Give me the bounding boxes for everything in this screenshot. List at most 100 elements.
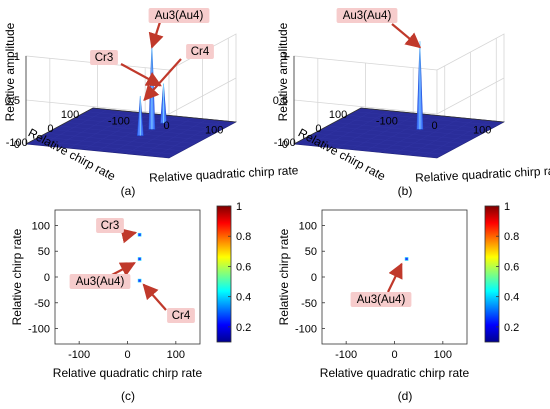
panel-0-ytick: 0	[47, 123, 53, 135]
panel-3-annotation-0-bg	[350, 292, 412, 307]
panel-1-ztick: 1	[282, 51, 288, 63]
panel-0-annotation-2-bg	[186, 44, 214, 59]
panel-0-ytick: -100	[6, 137, 28, 149]
panel-3-colorbar-tick: 0.6	[504, 261, 519, 273]
panel-2-point-0	[137, 232, 142, 237]
panel-2-annotation-1-bg	[69, 274, 131, 289]
panel-0-xtick: 0	[163, 120, 169, 132]
panel-1-caption: (b)	[398, 184, 413, 198]
panel-1-mesh	[314, 132, 458, 148]
panel-0-ztick: 1	[14, 51, 20, 63]
panel-3-ytick: -100	[295, 324, 317, 336]
panel-1-xtick: 0	[431, 120, 437, 132]
panel-1-z-axis-label: Relative amplitude	[276, 22, 290, 121]
panel-2-colorbar-tick: 0.8	[236, 231, 251, 243]
panel-0-mesh	[125, 117, 194, 155]
panel-0-annotation-1-bg	[90, 50, 118, 65]
panel-3-colorbar-tick: 1	[504, 201, 510, 213]
panel-0-z-axis-label: Relative amplitude	[3, 22, 17, 121]
panel-2-ytick: 0	[44, 272, 50, 284]
panel-0-annotation-2: Cr4	[191, 46, 210, 58]
panel-1-ytick: 100	[329, 109, 347, 121]
panel-2-annotation-arrow-0	[120, 228, 138, 244]
panel-2-colorbar	[216, 205, 232, 343]
panel-0-mesh	[154, 120, 222, 157]
panel-2-x-axis-label: Relative quadratic chirp rate	[53, 366, 203, 380]
panel-3-point-0	[404, 257, 409, 261]
panel-2-ytick: 50	[38, 246, 50, 258]
panel-1-xtick: 100	[473, 125, 491, 137]
panel-0-caption: (a)	[121, 184, 136, 198]
panel-2-annotation-2-bg	[167, 308, 195, 323]
panel-1-ytick: 0	[315, 123, 321, 135]
panel-1-zgrid	[293, 77, 505, 115]
panel-2-annotation-1: Au3(Au4)	[76, 276, 125, 288]
panel-1-mesh	[422, 120, 490, 157]
panel-0-annotation-arrow-0	[148, 21, 164, 49]
panel-2-colorbar-tick: 1	[236, 201, 242, 213]
panel-2-point-2	[137, 278, 142, 283]
panel-1-mesh	[320, 129, 464, 144]
panel-2-ytick: -50	[34, 298, 50, 310]
panel-2-xtick: -100	[68, 349, 90, 361]
panel-1-mesh	[327, 125, 471, 141]
panel-3-xtick: -100	[335, 349, 357, 361]
panel-1-y-axis-line	[293, 107, 362, 145]
panel-3-xtick: 0	[391, 349, 397, 361]
panel-2-ytick: 100	[32, 220, 50, 232]
panel-1-mesh	[408, 118, 476, 156]
panel-0-mesh	[59, 125, 203, 141]
panel-1-mesh	[307, 136, 451, 152]
panel-1-mesh	[300, 140, 444, 155]
panel-3-ytick: 50	[305, 246, 317, 258]
panel-1-mesh	[379, 116, 447, 153]
panel-1-mesh	[393, 117, 462, 155]
panel-1-xtick: -100	[376, 115, 398, 127]
panel-1-ztick: 0.5	[273, 95, 288, 107]
panel-0-mesh	[46, 132, 190, 148]
panel-0-annotation-arrow-2	[143, 58, 182, 102]
panel-0-zgrid	[25, 77, 237, 115]
panel-2-annotation-0: Cr3	[101, 220, 120, 232]
panel-2-colorbar-tick: 0.2	[236, 322, 251, 334]
panel-0-annotation-1: Cr3	[95, 52, 114, 64]
panel-0-mesh	[39, 136, 183, 152]
panel-3-colorbar-tick: 0.2	[504, 322, 519, 334]
panel-3-ytick: 100	[299, 220, 317, 232]
panel-2-colorbar-tick: 0.4	[236, 292, 251, 304]
panel-0-mesh	[32, 140, 176, 155]
panel-0-mesh	[111, 116, 179, 153]
panel-3-annotation-0: Au3(Au4)	[357, 294, 406, 306]
panel-0-annotation-0: Au3(Au4)	[155, 10, 204, 22]
panel-0-x-axis-label: Relative quadratic chirp rate	[149, 163, 299, 185]
panel-1-annotation-arrow-0	[391, 23, 422, 49]
panel-2-point-1	[137, 257, 142, 261]
panel-2-annotation-arrow-1	[109, 261, 136, 277]
panel-3-caption: (d)	[398, 389, 413, 403]
panel-0-xtick: -100	[108, 115, 130, 127]
panel-0-ztick: 0	[14, 139, 20, 151]
panel-3-y-axis-label: Relative chirp rate	[277, 228, 291, 325]
panel-0-ytick: 100	[61, 109, 79, 121]
panel-0-y-axis-line	[25, 107, 94, 145]
panel-3-ytick: -50	[301, 298, 317, 310]
panel-0-mesh	[140, 118, 208, 156]
panel-0-xtick: 100	[205, 125, 223, 137]
panel-1-annotation-0: Au3(Au4)	[343, 10, 392, 22]
panel-1-ztick: 0	[282, 139, 288, 151]
panel-1-x-axis-label: Relative quadratic chirp rate	[415, 163, 550, 185]
panel-2-xtick: 100	[167, 349, 185, 361]
panel-2-annotation-2: Cr4	[172, 310, 191, 322]
panel-3-colorbar-tick: 0.8	[504, 231, 519, 243]
panel-2-colorbar-tick: 0.6	[236, 261, 251, 273]
panel-3-xtick: 100	[434, 349, 452, 361]
panel-0-annotation-arrow-1	[120, 63, 162, 87]
panel-2-y-axis-label: Relative chirp rate	[10, 228, 24, 325]
panel-2-xtick: 0	[124, 349, 130, 361]
panel-1-x-axis-line	[360, 107, 505, 123]
panel-2-annotation-arrow-2	[142, 283, 167, 311]
panel-3-colorbar	[484, 205, 500, 343]
panel-0-annotation-0-bg	[148, 8, 210, 23]
panel-2-caption: (c)	[121, 389, 135, 403]
